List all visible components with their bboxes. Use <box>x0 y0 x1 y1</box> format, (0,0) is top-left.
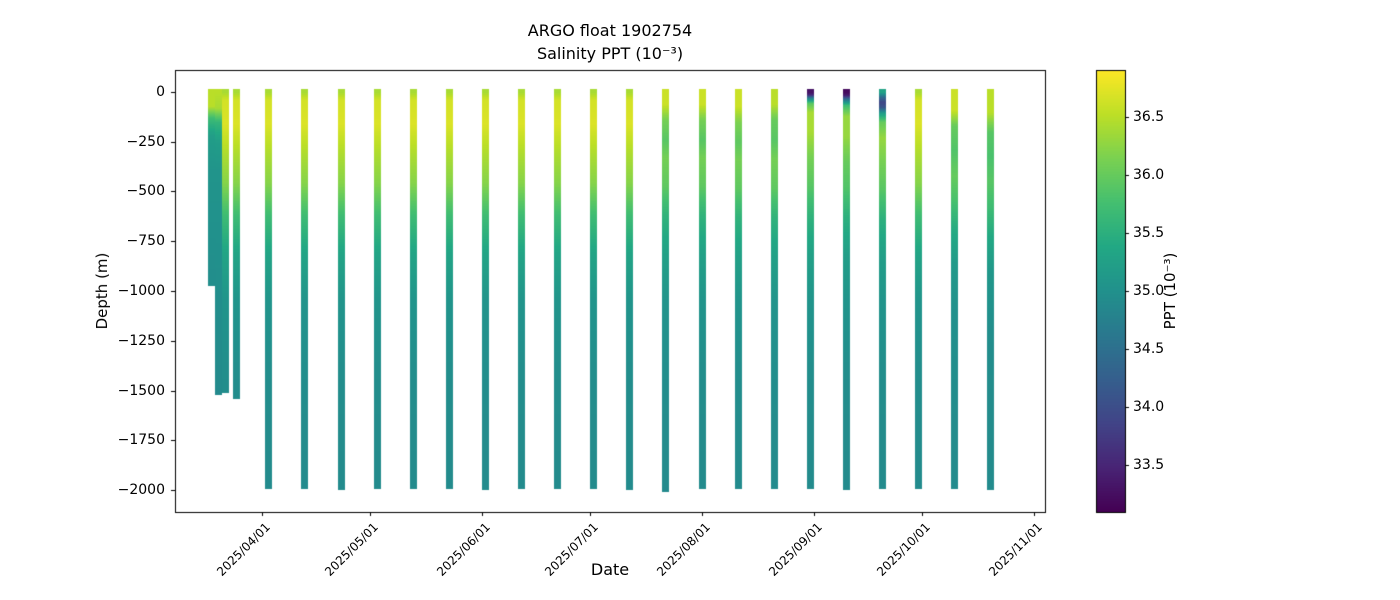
chart-subtitle: Salinity PPT (10⁻³) <box>536 44 684 63</box>
y-axis-label: Depth (m) <box>93 252 111 330</box>
colorbar-label: PPT (10⁻³) <box>1161 252 1179 330</box>
x-axis-label: Date <box>590 560 630 579</box>
chart-title: ARGO float 1902754 <box>527 21 693 40</box>
